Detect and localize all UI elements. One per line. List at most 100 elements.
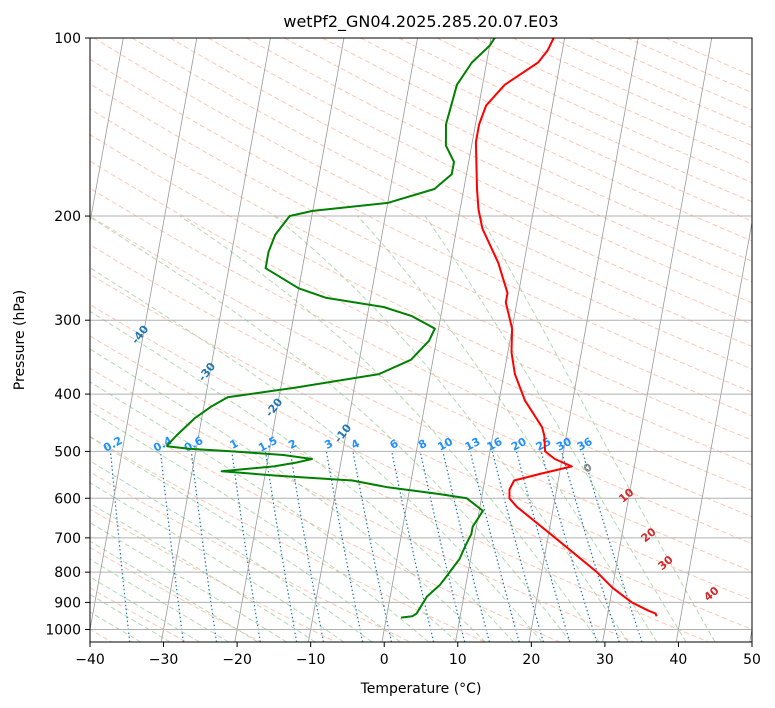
mixing-ratio-label: 25 <box>534 435 554 454</box>
y-tick-label: 900 <box>54 595 81 611</box>
dry-adiabat-line <box>284 38 752 262</box>
mixing-ratio-line <box>561 451 620 642</box>
mixing-ratio-line <box>190 451 218 642</box>
x-tick-label: 50 <box>743 652 761 668</box>
moist-adiabat-line <box>273 215 629 642</box>
y-axis-label: Pressure (hPa) <box>12 290 28 390</box>
moist-adiabats <box>90 215 716 642</box>
mixing-ratio-label: 10 <box>435 435 455 454</box>
moist-adiabat-line <box>90 593 171 642</box>
isotherm-line <box>602 38 713 642</box>
isotherm-line <box>455 38 566 642</box>
temperature-profile <box>474 38 658 617</box>
dry-adiabat-line <box>90 108 752 441</box>
moist-adiabat-line <box>90 576 200 642</box>
isotherm-line <box>90 38 198 632</box>
y-axis-ticks: 100 200 300 400 500 600 700 800 900 1000 <box>45 31 90 638</box>
dry-adiabat-line <box>90 508 336 642</box>
isotherm-line <box>90 38 124 225</box>
dry-adiabat-line <box>90 215 752 545</box>
dry-adiabat-line <box>90 471 411 642</box>
y-tick-label: 200 <box>54 209 81 225</box>
y-tick-label: 600 <box>54 491 81 507</box>
moist-adiabat-line <box>90 460 373 642</box>
mixing-ratio-line <box>491 451 544 642</box>
moist-adiabat-line <box>479 215 716 642</box>
x-tick-label: 10 <box>449 652 467 668</box>
mixing-ratio-line <box>581 451 643 642</box>
mixing-ratio-label: 13 <box>463 435 483 454</box>
x-tick-label: −40 <box>75 652 105 668</box>
mixing-ratio-line <box>391 451 435 642</box>
y-tick-label: 1000 <box>45 622 81 638</box>
moist-adiabat-line <box>90 436 401 642</box>
isotherm-line <box>528 38 639 642</box>
isotherms <box>90 38 752 642</box>
mixing-ratio-line <box>515 451 571 642</box>
mixing-ratio-line <box>540 451 598 642</box>
isotherm-line <box>160 38 271 642</box>
mixing-ratio-label: 30 <box>554 435 574 454</box>
moist-adiabat-line <box>90 482 344 642</box>
y-tick-label: 400 <box>54 387 81 403</box>
mixing-ratio-label: 20 <box>509 435 529 454</box>
isotherm-line <box>381 38 492 642</box>
y-tick-label: 500 <box>54 444 81 460</box>
y-tick-label: 100 <box>54 31 81 47</box>
mixing-ratio-line <box>264 451 298 642</box>
dry-adiabat-line <box>90 435 485 642</box>
dry-adiabat-line <box>512 38 752 147</box>
mixing-ratio-label: 16 <box>485 435 505 454</box>
dry-adiabat-line <box>90 273 752 601</box>
dry-adiabat-line <box>360 38 752 222</box>
x-tick-label: 40 <box>670 652 688 668</box>
dry-adiabat-line <box>93 38 752 370</box>
x-tick-label: 20 <box>522 652 540 668</box>
dry-adiabat-line <box>90 244 752 572</box>
x-tick-label: 0 <box>380 652 389 668</box>
mixing-ratio-line <box>159 451 184 642</box>
dry-adiabat-line <box>474 38 752 165</box>
moist-adiabat-line <box>90 558 229 642</box>
moist-adiabat-line <box>424 215 687 642</box>
isotherm-line <box>308 38 418 642</box>
mixing-ratio-line <box>419 451 466 642</box>
x-tick-label: −10 <box>296 652 326 668</box>
y-tick-label: 800 <box>54 565 81 581</box>
sounding-series <box>166 38 658 619</box>
chart-title: wetPf2_GN04.2025.285.20.07.E03 <box>283 12 558 32</box>
dry-adiabat-line <box>131 38 752 348</box>
dry-adiabat-line <box>208 38 752 304</box>
dry-adiabat-line <box>90 160 752 492</box>
dry-adiabat-line <box>90 304 752 630</box>
moist-adiabat-line <box>90 502 316 642</box>
moist-adiabat-line <box>90 381 458 642</box>
isotherm-line <box>234 38 345 642</box>
dewpoint-profile <box>166 38 496 619</box>
y-tick-label: 700 <box>54 531 81 547</box>
dry-adiabats <box>90 38 752 642</box>
moist-adiabat-line <box>90 410 429 642</box>
dry-adiabat-line <box>90 58 752 393</box>
moist-adiabat-line <box>90 310 514 642</box>
dry-adiabat-line <box>436 38 752 184</box>
y-tick-label: 300 <box>54 313 81 329</box>
x-axis-label: Temperature (°C) <box>360 681 482 697</box>
moist-adiabat-line <box>90 267 543 642</box>
dry-adiabat-line <box>90 83 752 417</box>
x-axis-ticks: −40 −30 −20 −10 0 10 20 30 40 50 <box>75 642 761 668</box>
x-tick-label: −30 <box>149 652 179 668</box>
moist-adiabat-line <box>179 215 600 642</box>
x-tick-label: 30 <box>596 652 614 668</box>
plot-frame <box>89 37 753 643</box>
moist-adiabat-line <box>90 216 571 642</box>
mixing-ratio-label: 36 <box>575 435 595 454</box>
moist-adiabat-line <box>357 215 658 642</box>
isotherm-line <box>675 220 752 642</box>
mixing-ratio-line <box>231 451 261 642</box>
mixing-ratio-line <box>469 451 520 642</box>
dry-adiabat-line <box>90 134 752 466</box>
x-tick-label: −20 <box>222 652 252 668</box>
